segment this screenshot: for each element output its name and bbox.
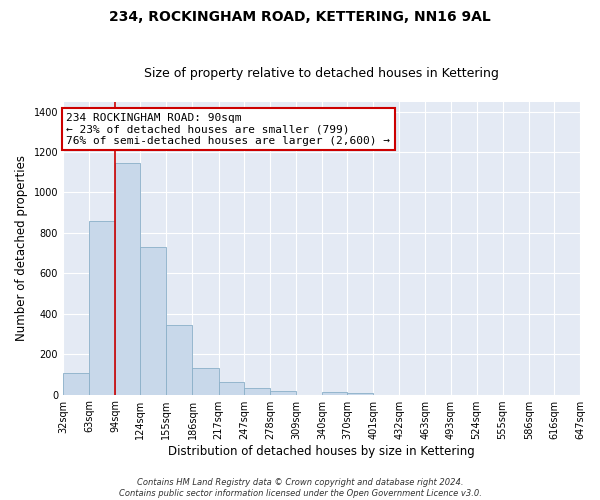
Bar — [193, 368, 218, 394]
Bar — [322, 392, 347, 394]
Text: 234 ROCKINGHAM ROAD: 90sqm
← 23% of detached houses are smaller (799)
76% of sem: 234 ROCKINGHAM ROAD: 90sqm ← 23% of deta… — [67, 112, 391, 146]
Bar — [89, 221, 115, 394]
Bar — [115, 163, 140, 394]
Bar — [270, 390, 296, 394]
Bar — [166, 325, 193, 394]
Y-axis label: Number of detached properties: Number of detached properties — [15, 155, 28, 341]
Text: 234, ROCKINGHAM ROAD, KETTERING, NN16 9AL: 234, ROCKINGHAM ROAD, KETTERING, NN16 9A… — [109, 10, 491, 24]
Bar — [244, 388, 270, 394]
Bar — [63, 374, 89, 394]
X-axis label: Distribution of detached houses by size in Kettering: Distribution of detached houses by size … — [168, 444, 475, 458]
Bar — [140, 247, 166, 394]
Text: Contains HM Land Registry data © Crown copyright and database right 2024.
Contai: Contains HM Land Registry data © Crown c… — [119, 478, 481, 498]
Bar — [347, 393, 373, 394]
Bar — [218, 382, 244, 394]
Title: Size of property relative to detached houses in Kettering: Size of property relative to detached ho… — [144, 66, 499, 80]
